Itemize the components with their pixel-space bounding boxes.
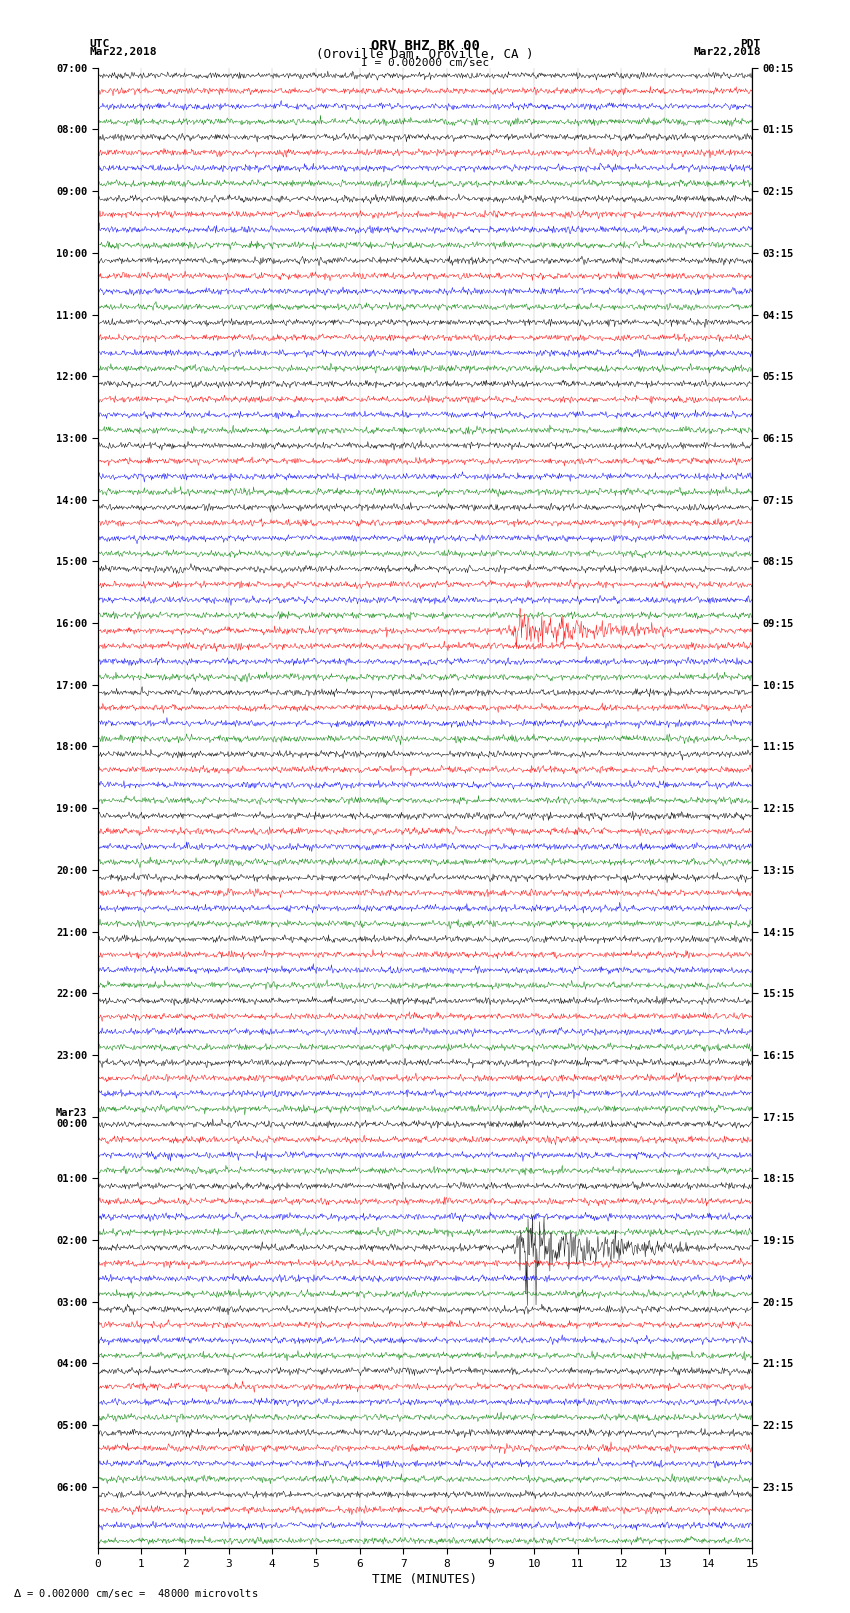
X-axis label: TIME (MINUTES): TIME (MINUTES) xyxy=(372,1573,478,1586)
Text: UTC: UTC xyxy=(89,39,110,48)
Text: (Oroville Dam, Oroville, CA ): (Oroville Dam, Oroville, CA ) xyxy=(316,48,534,61)
Text: PDT: PDT xyxy=(740,39,761,48)
Text: $\Delta$ = 0.002000 cm/sec =  48000 microvolts: $\Delta$ = 0.002000 cm/sec = 48000 micro… xyxy=(13,1587,258,1600)
Text: I = 0.002000 cm/sec: I = 0.002000 cm/sec xyxy=(361,58,489,68)
Text: Mar22,2018: Mar22,2018 xyxy=(89,47,156,56)
Text: Mar22,2018: Mar22,2018 xyxy=(694,47,761,56)
Text: ORV BHZ BK 00: ORV BHZ BK 00 xyxy=(371,39,479,53)
